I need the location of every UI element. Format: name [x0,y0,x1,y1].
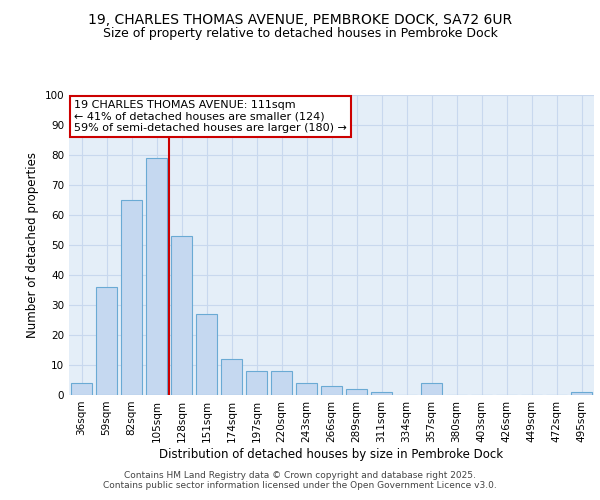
Text: 19, CHARLES THOMAS AVENUE, PEMBROKE DOCK, SA72 6UR: 19, CHARLES THOMAS AVENUE, PEMBROKE DOCK… [88,12,512,26]
Bar [121,200,142,395]
Bar [196,314,217,395]
Text: Contains HM Land Registry data © Crown copyright and database right 2025.
Contai: Contains HM Land Registry data © Crown c… [103,470,497,490]
Y-axis label: Number of detached properties: Number of detached properties [26,152,39,338]
Bar [321,386,342,395]
Text: Size of property relative to detached houses in Pembroke Dock: Size of property relative to detached ho… [103,28,497,40]
Bar [146,158,167,395]
Bar [296,383,317,395]
Bar [71,383,92,395]
Bar [96,287,117,395]
Bar [246,371,267,395]
Bar [571,392,592,395]
X-axis label: Distribution of detached houses by size in Pembroke Dock: Distribution of detached houses by size … [160,448,503,460]
Bar [371,392,392,395]
Text: 19 CHARLES THOMAS AVENUE: 111sqm
← 41% of detached houses are smaller (124)
59% : 19 CHARLES THOMAS AVENUE: 111sqm ← 41% o… [74,100,347,132]
Bar [271,371,292,395]
Bar [346,389,367,395]
Bar [171,236,192,395]
Bar [221,359,242,395]
Bar [421,383,442,395]
